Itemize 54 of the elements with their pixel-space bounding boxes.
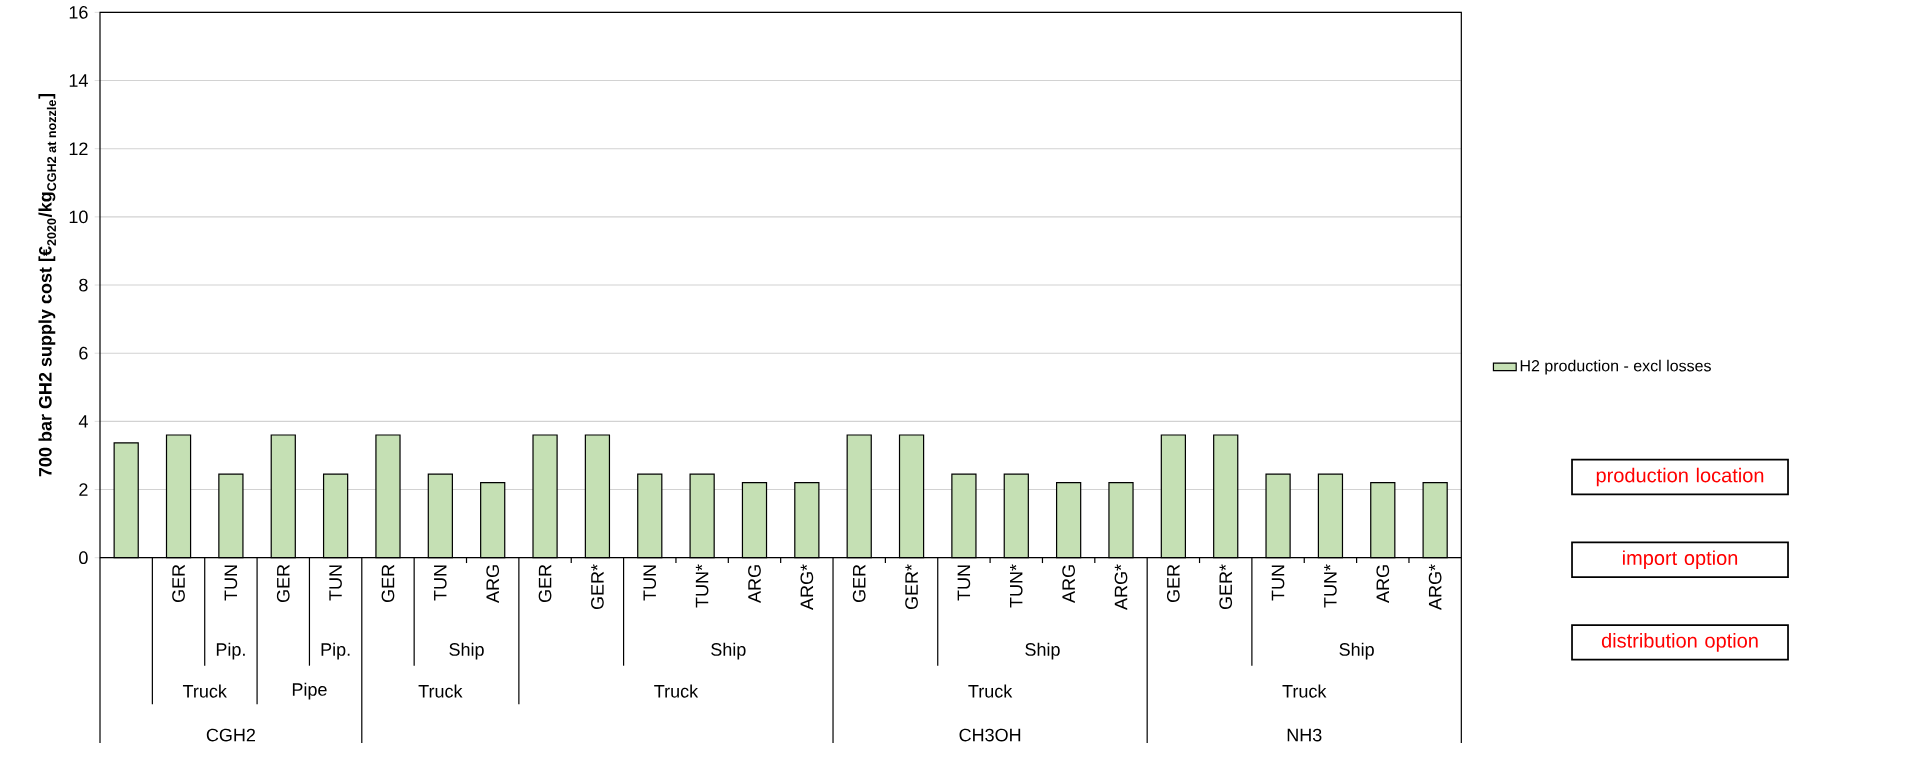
text: Truck <box>182 684 227 698</box>
x-tick-label: ARG* <box>1428 564 1442 611</box>
x-tick-label: GER <box>538 564 552 603</box>
text: distribution option <box>1601 633 1758 652</box>
text: production location <box>1596 467 1764 487</box>
x-tick-label: TUN* <box>1324 564 1337 608</box>
text: Truck <box>1282 684 1327 698</box>
text: NH3 <box>1287 728 1322 742</box>
text: Pip. <box>321 642 350 660</box>
text: CH3OH <box>959 728 1021 742</box>
text: Truck <box>968 684 1013 698</box>
y-tick-label: 14 <box>69 74 88 87</box>
x-tick-label: TUN <box>224 565 238 601</box>
text: Ship <box>449 642 484 660</box>
text: import option <box>1623 550 1738 570</box>
x-tick-label: TUN <box>1271 565 1285 601</box>
y-tick-label: 12 <box>69 142 88 156</box>
x-tick-label: GER* <box>905 564 918 610</box>
x-tick-label: GER* <box>591 564 604 610</box>
text: Pip. <box>216 642 245 660</box>
x-tick-label: TUN* <box>1010 564 1023 608</box>
x-tick-label: TUN <box>434 565 447 601</box>
text: Pipe <box>292 682 327 700</box>
x-tick-label: ARG <box>1376 565 1390 604</box>
text: Ship <box>711 642 746 660</box>
x-tick-label: GER <box>1166 564 1180 603</box>
y-tick-label: 0 <box>79 551 88 565</box>
x-tick-label: TUN <box>643 565 657 601</box>
y-tick-label: 4 <box>78 415 88 428</box>
x-tick-label: TUN* <box>695 564 709 608</box>
x-tick-label: ARG* <box>800 564 814 611</box>
x-tick-label: GER* <box>1219 564 1233 610</box>
x-tick-label: GER <box>852 564 866 603</box>
x-tick-label: ARG <box>486 565 500 604</box>
text: Truck <box>654 684 699 698</box>
text: Truck <box>418 684 463 698</box>
x-tick-label: ARG <box>748 565 761 604</box>
x-tick-label: TUN <box>329 565 342 601</box>
text: Ship <box>1339 642 1374 660</box>
y-tick-label: 10 <box>69 210 88 224</box>
y-tick-label: 2 <box>79 483 88 496</box>
text: Ship <box>1025 642 1060 660</box>
x-tick-label: TUN <box>957 565 971 601</box>
y-axis-title: $\text{700 bar GH2 supply cost [€}_{\text{2020}}\text{/kg}_{\text{CGH2 at nozzle}}\text{]}$ <box>38 94 57 477</box>
x-tick-label: GER <box>172 564 185 603</box>
x-tick-label: ARG <box>1062 565 1075 604</box>
x-tick-label: GER <box>276 564 290 603</box>
x-tick-label: ARG* <box>1114 564 1128 611</box>
x-tick-label: GER <box>381 564 395 603</box>
text: CGH2 <box>206 728 256 742</box>
y-tick-label: 16 <box>69 6 88 19</box>
y-tick-label: 8 <box>79 278 88 292</box>
y-tick-label: 6 <box>79 346 88 360</box>
legend-label: H2 production - excl losses <box>1520 359 1711 375</box>
